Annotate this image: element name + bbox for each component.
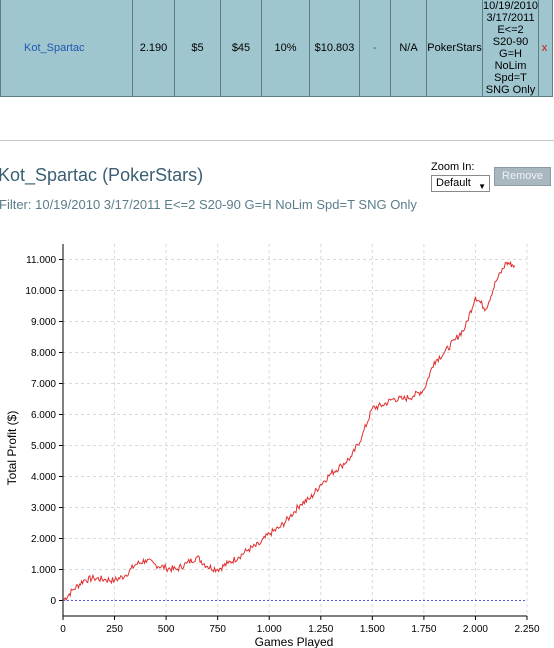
y-tick-label: 5.000 — [31, 441, 56, 452]
avg-buyin-cell: $5 — [174, 0, 220, 96]
x-tick-label: 1.500 — [360, 624, 385, 635]
y-axis-title: Total Profit ($) — [5, 411, 19, 486]
results-table-row: Kot_Spartac 2.190 $5 $45 10% $10.803 - N… — [0, 0, 553, 97]
dash-cell: - — [359, 0, 390, 96]
profit-line — [62, 261, 516, 602]
x-tick-label: 1.750 — [411, 624, 436, 635]
chart-ticks: 0 1.000 2.000 3.000 4.000 5.000 6.000 7.000 8.00… — [25, 244, 540, 635]
filter-line: 10/19/2010 — [482, 0, 538, 12]
x-tick-label: 500 — [158, 624, 175, 635]
player-cell: Kot_Spartac — [1, 0, 132, 96]
y-tick-label: 7.000 — [31, 379, 56, 390]
y-tick-label: 9.000 — [31, 317, 56, 328]
x-tick-label: 2.000 — [463, 624, 488, 635]
y-tick-label: 8.000 — [31, 348, 56, 359]
filter-line: SNG Only — [485, 84, 536, 96]
roi-cell: 10% — [261, 0, 309, 96]
remove-cell: x — [538, 0, 550, 96]
filter-cell: 10/19/2010 3/17/2011 E<=2 S20-90 G=H NoL… — [482, 0, 538, 96]
profit-cell: $10.803 — [309, 0, 359, 96]
filter-line: Spd=T — [494, 72, 527, 84]
zoom-select[interactable]: Default ▼ — [431, 175, 490, 192]
x-tick-label: 1.250 — [308, 624, 333, 635]
y-tick-label: 6.000 — [31, 410, 56, 421]
y-tick-label: 11.000 — [26, 255, 56, 266]
chart-filter-text: Filter: 10/19/2010 3/17/2011 E<=2 S20-90… — [0, 197, 417, 212]
chart-grid — [63, 244, 528, 616]
x-axis-title: Games Played — [255, 635, 334, 648]
total-buyin-cell: $45 — [220, 0, 261, 96]
filter-line: G=H NoLim — [494, 48, 527, 72]
chart-series — [62, 261, 527, 602]
y-tick-label: 0 — [50, 596, 56, 607]
x-tick-label: 250 — [106, 624, 123, 635]
y-tick-label: 4.000 — [31, 472, 56, 483]
chart-title: Kot_Spartac (PokerStars) — [0, 165, 204, 185]
site-cell: PokerStars — [426, 0, 482, 96]
profit-chart: 0 1.000 2.000 3.000 4.000 5.000 6.000 7.000 8.00… — [5, 244, 540, 648]
remove-row-icon[interactable]: x — [541, 42, 548, 54]
filter-line: E<=2 — [497, 24, 524, 36]
x-tick-label: 2.250 — [514, 624, 539, 635]
zoom-select-value: Default — [436, 177, 471, 189]
zoom-label: Zoom In: — [431, 161, 475, 173]
filter-line: S20-90 — [492, 36, 529, 48]
y-tick-label: 10.000 — [25, 286, 56, 297]
filter-line: 3/17/2011 — [486, 12, 535, 24]
divider — [0, 140, 554, 141]
chevron-down-icon: ▼ — [478, 182, 486, 191]
x-tick-label: 1.000 — [257, 624, 282, 635]
y-tick-label: 1.000 — [31, 565, 56, 576]
player-link[interactable]: Kot_Spartac — [24, 42, 85, 54]
x-tick-label: 0 — [60, 624, 66, 635]
games-cell: 2.190 — [132, 0, 174, 96]
remove-button[interactable]: Remove — [494, 167, 551, 186]
x-tick-label: 750 — [209, 624, 226, 635]
y-tick-label: 3.000 — [31, 503, 56, 514]
y-tick-label: 2.000 — [31, 534, 56, 545]
na-cell: N/A — [390, 0, 426, 96]
